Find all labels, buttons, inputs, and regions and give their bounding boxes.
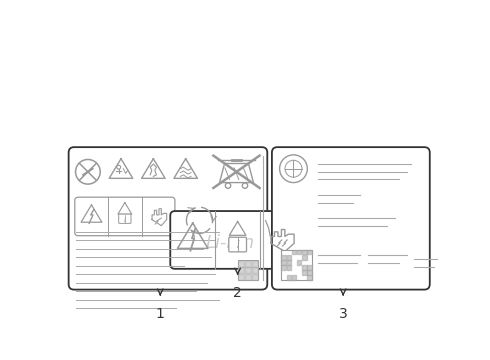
FancyBboxPatch shape: [229, 237, 246, 252]
Bar: [252, 261, 258, 267]
Text: 1: 1: [156, 306, 165, 320]
Bar: [302, 255, 307, 260]
Bar: [307, 265, 312, 270]
Text: i: i: [236, 240, 239, 250]
FancyBboxPatch shape: [75, 197, 175, 236]
Bar: [239, 274, 245, 280]
Bar: [245, 261, 251, 267]
Text: Li-Ion: Li-Ion: [206, 234, 255, 252]
Bar: [287, 255, 291, 260]
Bar: [252, 274, 258, 280]
Bar: [307, 275, 312, 280]
FancyBboxPatch shape: [69, 147, 268, 289]
Bar: [281, 255, 286, 260]
Bar: [281, 249, 312, 280]
Bar: [302, 270, 307, 275]
Bar: [239, 267, 245, 273]
Bar: [302, 265, 307, 270]
Text: i: i: [124, 216, 126, 222]
Bar: [281, 265, 286, 270]
FancyBboxPatch shape: [272, 147, 430, 289]
Bar: [307, 250, 312, 255]
Bar: [297, 250, 301, 255]
Bar: [239, 261, 245, 267]
Bar: [245, 274, 251, 280]
Bar: [297, 260, 301, 265]
Bar: [287, 275, 291, 280]
Bar: [307, 270, 312, 275]
Bar: [287, 260, 291, 265]
Bar: [292, 250, 296, 255]
Bar: [287, 265, 291, 270]
Text: 3: 3: [339, 306, 347, 320]
Bar: [281, 260, 286, 265]
Bar: [302, 250, 307, 255]
FancyBboxPatch shape: [171, 211, 305, 269]
FancyBboxPatch shape: [119, 214, 131, 223]
Bar: [245, 267, 251, 273]
Bar: [252, 267, 258, 273]
Bar: [238, 260, 258, 280]
Bar: [292, 275, 296, 280]
Text: 2: 2: [233, 286, 242, 300]
